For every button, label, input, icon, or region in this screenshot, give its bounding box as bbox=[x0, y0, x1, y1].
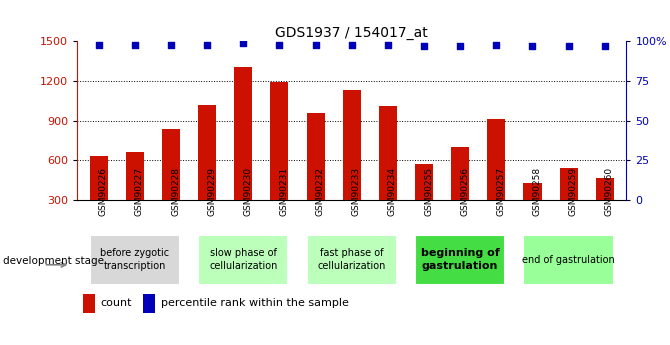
Bar bbox=[126, 152, 144, 200]
Bar bbox=[198, 105, 216, 200]
Text: count: count bbox=[100, 298, 131, 308]
Point bbox=[274, 42, 285, 47]
Point bbox=[346, 42, 357, 47]
Bar bbox=[415, 235, 505, 285]
Bar bbox=[90, 156, 108, 200]
Bar bbox=[523, 235, 614, 285]
Text: GSM90230: GSM90230 bbox=[243, 167, 253, 216]
Text: GSM90257: GSM90257 bbox=[496, 167, 505, 216]
Bar bbox=[415, 164, 433, 200]
Title: GDS1937 / 154017_at: GDS1937 / 154017_at bbox=[275, 26, 428, 40]
Text: percentile rank within the sample: percentile rank within the sample bbox=[161, 298, 348, 308]
Bar bbox=[307, 235, 397, 285]
Text: GSM90256: GSM90256 bbox=[460, 167, 469, 216]
Bar bbox=[487, 119, 505, 200]
Text: GSM90255: GSM90255 bbox=[424, 167, 433, 216]
Point bbox=[491, 42, 502, 47]
Point bbox=[527, 43, 538, 49]
Text: GSM90228: GSM90228 bbox=[171, 167, 180, 216]
Bar bbox=[596, 178, 614, 200]
Bar bbox=[82, 294, 94, 313]
Bar bbox=[379, 106, 397, 200]
Bar bbox=[343, 90, 360, 200]
Bar bbox=[198, 235, 289, 285]
Text: GSM90258: GSM90258 bbox=[533, 167, 541, 216]
Text: end of gastrulation: end of gastrulation bbox=[522, 255, 615, 265]
Text: GSM90260: GSM90260 bbox=[605, 167, 614, 216]
Bar bbox=[143, 294, 155, 313]
Text: GSM90229: GSM90229 bbox=[207, 167, 216, 216]
Point bbox=[238, 40, 249, 46]
Text: fast phase of
cellularization: fast phase of cellularization bbox=[318, 248, 386, 271]
Text: GSM90231: GSM90231 bbox=[279, 167, 289, 216]
Text: GSM90233: GSM90233 bbox=[352, 167, 360, 216]
Bar bbox=[559, 168, 578, 200]
Point bbox=[563, 43, 574, 49]
Bar bbox=[90, 235, 180, 285]
Point bbox=[202, 42, 212, 47]
Point bbox=[455, 43, 466, 49]
Text: GSM90226: GSM90226 bbox=[98, 167, 108, 216]
Point bbox=[600, 43, 610, 49]
Point bbox=[419, 43, 429, 49]
Bar bbox=[523, 183, 541, 200]
Point bbox=[383, 42, 393, 47]
Point bbox=[129, 42, 140, 47]
Bar bbox=[271, 82, 289, 200]
Text: before zygotic
transcription: before zygotic transcription bbox=[100, 248, 170, 271]
Text: slow phase of
cellularization: slow phase of cellularization bbox=[209, 248, 277, 271]
Text: GSM90259: GSM90259 bbox=[569, 167, 578, 216]
Bar bbox=[162, 129, 180, 200]
Text: GSM90227: GSM90227 bbox=[135, 167, 144, 216]
Bar bbox=[307, 113, 325, 200]
Point bbox=[165, 42, 176, 47]
Bar bbox=[451, 147, 469, 200]
Point bbox=[93, 42, 104, 47]
Bar bbox=[234, 67, 253, 200]
Text: GSM90234: GSM90234 bbox=[388, 167, 397, 216]
Text: beginning of
gastrulation: beginning of gastrulation bbox=[421, 248, 500, 271]
Point bbox=[310, 42, 321, 47]
Text: development stage: development stage bbox=[3, 256, 105, 266]
Text: GSM90232: GSM90232 bbox=[316, 167, 324, 216]
